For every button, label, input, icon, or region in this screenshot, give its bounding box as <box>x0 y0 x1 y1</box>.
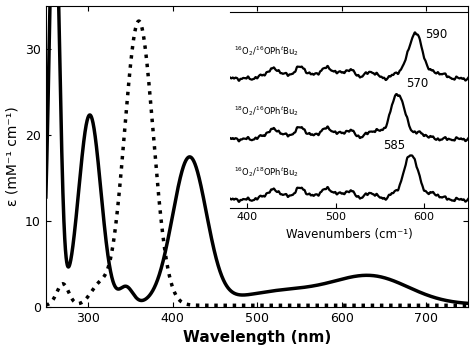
Y-axis label: ε (mM⁻¹ cm⁻¹): ε (mM⁻¹ cm⁻¹) <box>6 106 19 206</box>
X-axis label: Wavelength (nm): Wavelength (nm) <box>183 330 331 345</box>
